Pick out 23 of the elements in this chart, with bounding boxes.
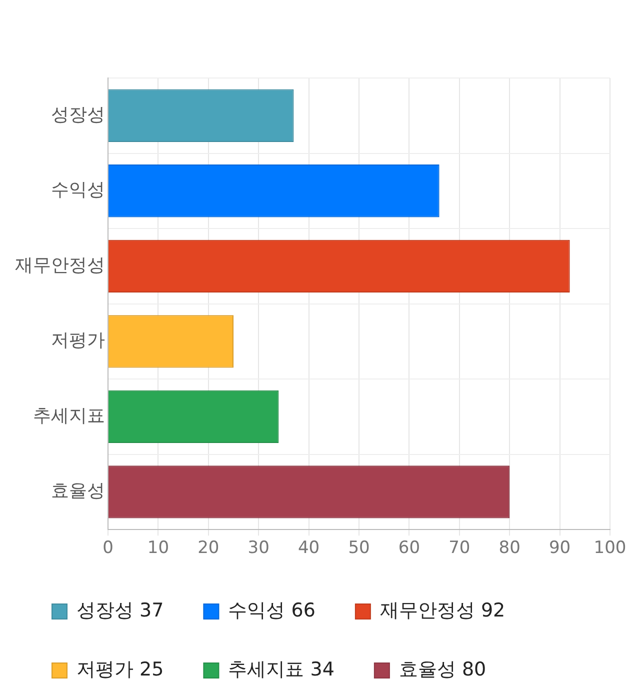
x-tick-label: 20 <box>198 538 220 558</box>
x-tick-label: 40 <box>298 538 320 558</box>
x-tick-label: 60 <box>398 538 420 558</box>
y-tick-label: 추세지표 <box>33 405 105 426</box>
legend-label: 재무안정성 92 <box>380 599 506 622</box>
y-tick-label: 수익성 <box>51 180 105 201</box>
legend-label: 추세지표 34 <box>228 658 334 680</box>
legend-label: 수익성 66 <box>228 599 316 622</box>
y-tick-label: 성장성 <box>51 104 105 126</box>
x-tick-label: 70 <box>448 538 470 558</box>
x-tick-label: 80 <box>498 538 520 558</box>
x-tick-label: 0 <box>102 538 114 558</box>
x-tick-label: 30 <box>248 538 270 558</box>
x-tick-label: 90 <box>548 538 571 558</box>
legend-label: 성장성 37 <box>76 599 164 622</box>
y-tick-label: 저평가 <box>51 330 105 352</box>
x-tick-label: 50 <box>348 538 370 558</box>
y-tick-label: 재무안정성 <box>15 254 105 276</box>
x-tick-label: 100 <box>594 538 626 558</box>
y-tick-label: 효율성 <box>51 480 105 502</box>
x-tick-label: 10 <box>147 538 170 558</box>
legend-label: 효율성 80 <box>398 658 486 680</box>
legend-label: 저평가 25 <box>76 658 164 680</box>
